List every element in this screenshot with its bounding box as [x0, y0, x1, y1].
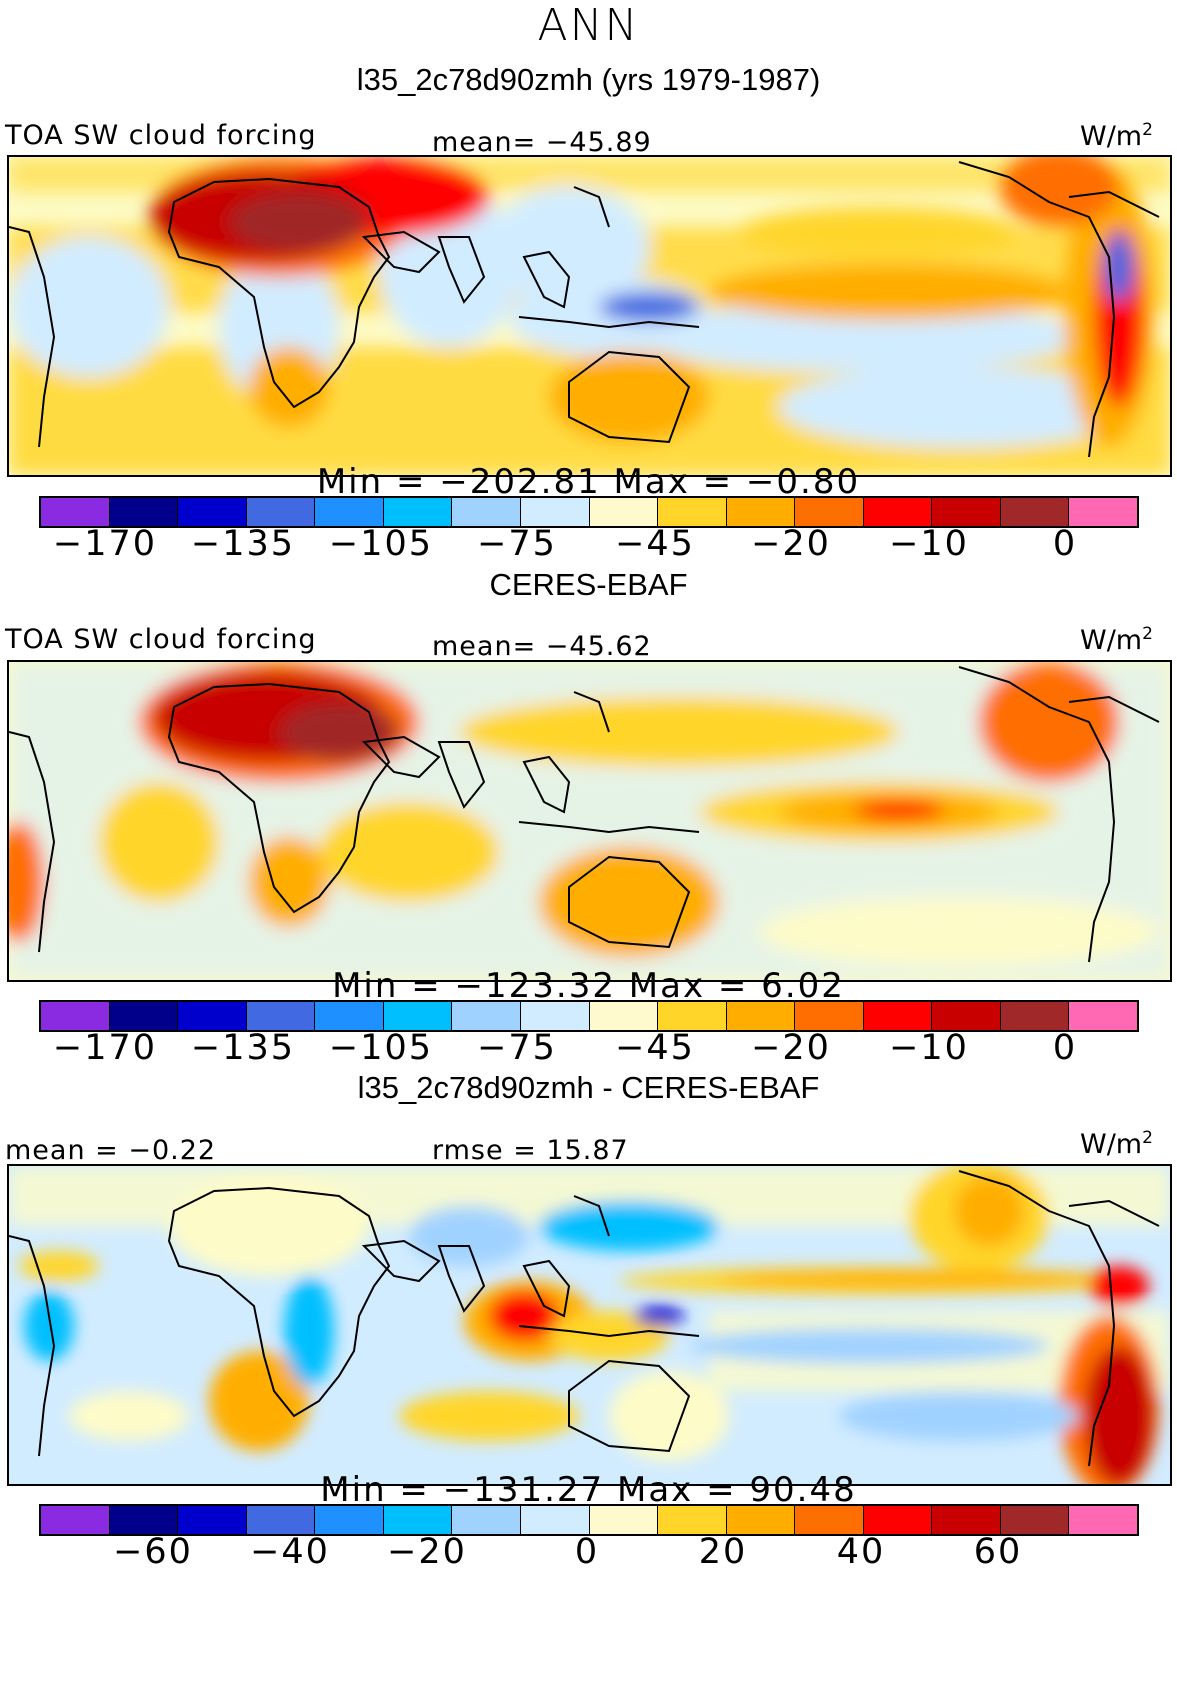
panel-1-minmax: Min = −202.81 Max = −0.80	[316, 462, 861, 502]
colorbar-swatch	[1069, 1002, 1137, 1030]
tick-label: −105	[328, 1028, 434, 1068]
colorbar-swatch	[1000, 1002, 1070, 1030]
panel-2-variable-label: TOA SW cloud forcing	[5, 624, 317, 655]
panel-3-map	[7, 1164, 1172, 1486]
panel-2-mean-label: mean= −45.62	[432, 631, 652, 662]
panel-1-title: l35_2c78d90zmh (yrs 1979-1987)	[356, 62, 821, 97]
colorbar-swatch	[932, 1506, 1001, 1534]
colorbar-swatch	[383, 1506, 453, 1534]
tick-label: −75	[477, 1028, 557, 1068]
figure-title: ANN	[537, 0, 640, 51]
colorbar-swatch	[520, 1506, 590, 1534]
colorbar-swatch	[726, 498, 796, 526]
panel-3-mean-label: mean = −0.22	[5, 1135, 217, 1166]
panel-1-variable-label: TOA SW cloud forcing	[5, 120, 317, 151]
panel-2-colorbar	[39, 1000, 1139, 1032]
colorbar-swatch	[520, 498, 590, 526]
panel-1-mean-label: mean= −45.89	[432, 127, 652, 158]
panel-2-map	[7, 660, 1172, 982]
colorbar-swatch	[452, 1506, 521, 1534]
colorbar-swatch	[863, 1506, 933, 1534]
tick-label: −45	[615, 1028, 695, 1068]
tick-label: −10	[889, 524, 969, 564]
colorbar-swatch	[520, 1002, 590, 1030]
tick-label: −105	[328, 524, 434, 564]
panel-3-rmse-label: rmse = 15.87	[432, 1135, 629, 1166]
tick-label: −135	[190, 524, 296, 564]
panel-2-minmax: Min = −123.32 Max = 6.02	[332, 966, 845, 1006]
colorbar-swatch	[795, 498, 864, 526]
colorbar-swatch	[246, 1002, 316, 1030]
colorbar-swatch	[932, 1002, 1001, 1030]
colorbar-swatch	[658, 1002, 727, 1030]
colorbar-swatch	[452, 1002, 521, 1030]
colorbar-swatch	[658, 498, 727, 526]
colorbar-swatch	[246, 498, 316, 526]
colorbar-swatch	[178, 1002, 247, 1030]
tick-label: −170	[52, 1028, 158, 1068]
panel-2-colorbar-ticks: −170 −135 −105 −75 −45 −20 −10 0	[39, 1028, 1139, 1068]
tick-label: 0	[574, 1532, 600, 1572]
tick-label: −45	[615, 524, 695, 564]
tick-label: 0	[1052, 524, 1078, 564]
panel-3-colorbar-ticks: −60 −40 −20 0 20 40 60	[39, 1532, 1139, 1572]
colorbar-swatch	[863, 498, 933, 526]
colorbar-swatch	[795, 1506, 864, 1534]
colorbar-swatch	[178, 498, 247, 526]
tick-label: −10	[889, 1028, 969, 1068]
colorbar-swatch	[109, 1506, 179, 1534]
tick-label: −20	[387, 1532, 467, 1572]
colorbar-swatch	[1069, 498, 1137, 526]
tick-label: 60	[973, 1532, 1023, 1572]
tick-label: −170	[52, 524, 158, 564]
panel-3-minmax: Min = −131.27 Max = 90.48	[320, 1470, 857, 1510]
colorbar-swatch	[178, 1506, 247, 1534]
colorbar-swatch	[452, 498, 521, 526]
colorbar-swatch	[315, 1002, 384, 1030]
colorbar-swatch	[795, 1002, 864, 1030]
panel-1-units: W/m2	[1080, 120, 1153, 152]
colorbar-swatch	[315, 1506, 384, 1534]
colorbar-swatch	[932, 498, 1001, 526]
tick-label: −135	[190, 1028, 296, 1068]
colorbar-swatch	[41, 1506, 110, 1534]
panel-3-title: l35_2c78d90zmh - CERES-EBAF	[357, 1070, 820, 1105]
colorbar-swatch	[41, 498, 110, 526]
panel-3-units: W/m2	[1080, 1128, 1153, 1160]
colorbar-swatch	[863, 1002, 933, 1030]
colorbar-swatch	[315, 498, 384, 526]
colorbar-swatch	[1000, 498, 1070, 526]
colorbar-swatch	[383, 498, 453, 526]
colorbar-swatch	[109, 1002, 179, 1030]
tick-label: 40	[836, 1532, 886, 1572]
tick-label: 20	[698, 1532, 748, 1572]
tick-label: −60	[113, 1532, 193, 1572]
panel-2-units: W/m2	[1080, 624, 1153, 656]
colorbar-swatch	[589, 1002, 659, 1030]
panel-1-map	[7, 155, 1172, 477]
colorbar-swatch	[658, 1506, 727, 1534]
colorbar-swatch	[589, 1506, 659, 1534]
panel-1-colorbar	[39, 496, 1139, 528]
tick-label: −75	[477, 524, 557, 564]
panel-3-colorbar	[39, 1504, 1139, 1536]
colorbar-swatch	[1000, 1506, 1070, 1534]
panel-2-title: CERES-EBAF	[489, 567, 688, 602]
panel-1-colorbar-ticks: −170 −135 −105 −75 −45 −20 −10 0	[39, 524, 1139, 564]
tick-label: 0	[1052, 1028, 1078, 1068]
tick-label: −40	[250, 1532, 330, 1572]
colorbar-swatch	[726, 1506, 796, 1534]
colorbar-swatch	[109, 498, 179, 526]
tick-label: −20	[751, 1028, 831, 1068]
colorbar-swatch	[589, 498, 659, 526]
colorbar-swatch	[726, 1002, 796, 1030]
colorbar-swatch	[383, 1002, 453, 1030]
colorbar-swatch	[1069, 1506, 1137, 1534]
colorbar-swatch	[246, 1506, 316, 1534]
tick-label: −20	[751, 524, 831, 564]
colorbar-swatch	[41, 1002, 110, 1030]
